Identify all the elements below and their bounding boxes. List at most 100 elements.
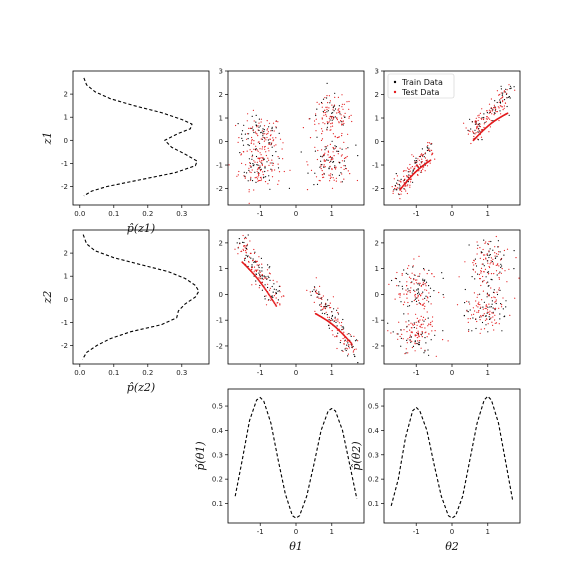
train-point [331,311,333,313]
train-point [252,258,254,260]
test-point [417,174,419,176]
train-point [483,239,485,241]
test-point [491,321,493,323]
density-z1-ytick-label: 0 [64,137,68,145]
test-point [330,129,332,131]
test-point [482,308,484,310]
test-point [331,104,333,106]
test-point [413,258,415,260]
test-point [329,156,331,158]
train-point [254,261,256,263]
train-point [424,337,426,339]
test-point [264,138,266,140]
test-point [500,97,502,100]
test-point [318,179,320,182]
train-point [421,332,423,334]
train-point [417,283,419,285]
test-point [409,336,411,338]
train-point [490,240,492,243]
train-point [273,283,275,285]
train-point [423,352,425,354]
train-point [395,173,397,175]
test-point [425,331,427,333]
test-point [253,148,255,150]
train-point [243,124,245,126]
test-point [272,162,274,164]
scatter-theta1-z1-xtick-label: -1 [257,210,264,218]
train-point [352,345,354,348]
test-point [421,154,423,156]
train-point [491,303,493,305]
train-point [411,172,413,174]
test-point [405,321,407,323]
train-point [407,171,409,173]
train-point [260,132,262,134]
test-point [483,279,485,282]
test-point [415,279,417,281]
test-point [258,277,260,279]
test-point [270,144,272,146]
test-point [323,165,325,167]
test-point [498,107,500,109]
test-point [241,162,243,164]
test-point [424,327,426,329]
train-point [264,284,266,286]
train-point [269,266,271,268]
train-point [333,308,335,310]
train-point [499,289,501,291]
test-point [265,304,268,306]
test-point [415,282,418,284]
train-point [330,116,332,118]
test-point [497,106,499,108]
train-point [247,255,249,257]
test-point [479,123,481,125]
test-point [484,254,486,256]
test-point [406,285,408,287]
test-point [413,299,415,302]
test-point [406,293,408,295]
train-point [427,349,429,351]
test-point [428,292,430,294]
test-point [426,336,428,338]
train-point [319,166,321,168]
train-point [266,278,268,280]
test-point [407,313,409,315]
test-point [259,271,261,273]
train-point [326,314,328,316]
scatter-theta2-z1-ytick-label: -1 [372,162,379,170]
train-point [311,290,313,292]
test-point [345,347,347,349]
train-point [261,289,263,291]
test-point [282,158,284,160]
test-point [319,285,321,287]
train-point [255,155,258,158]
test-point [467,318,469,320]
test-point [424,289,426,291]
train-point [505,300,507,302]
test-point [248,261,250,263]
test-point [238,170,240,173]
test-point [478,310,480,312]
test-point [489,126,491,128]
test-point [480,272,482,274]
test-point [417,340,419,342]
train-point [251,180,254,182]
train-point [268,276,270,279]
test-point [331,330,333,332]
train-point [486,254,488,256]
train-point [288,187,290,189]
test-point [260,118,262,120]
test-point [410,322,412,324]
test-point [483,328,486,330]
test-point [345,148,347,150]
test-point [488,103,491,105]
test-point [331,187,334,189]
test-point [337,318,339,320]
train-point [318,293,320,295]
train-point [255,280,257,282]
test-point [348,115,350,118]
test-point [322,174,324,176]
train-point [495,302,497,305]
train-point [499,99,501,101]
train-point [357,155,359,157]
